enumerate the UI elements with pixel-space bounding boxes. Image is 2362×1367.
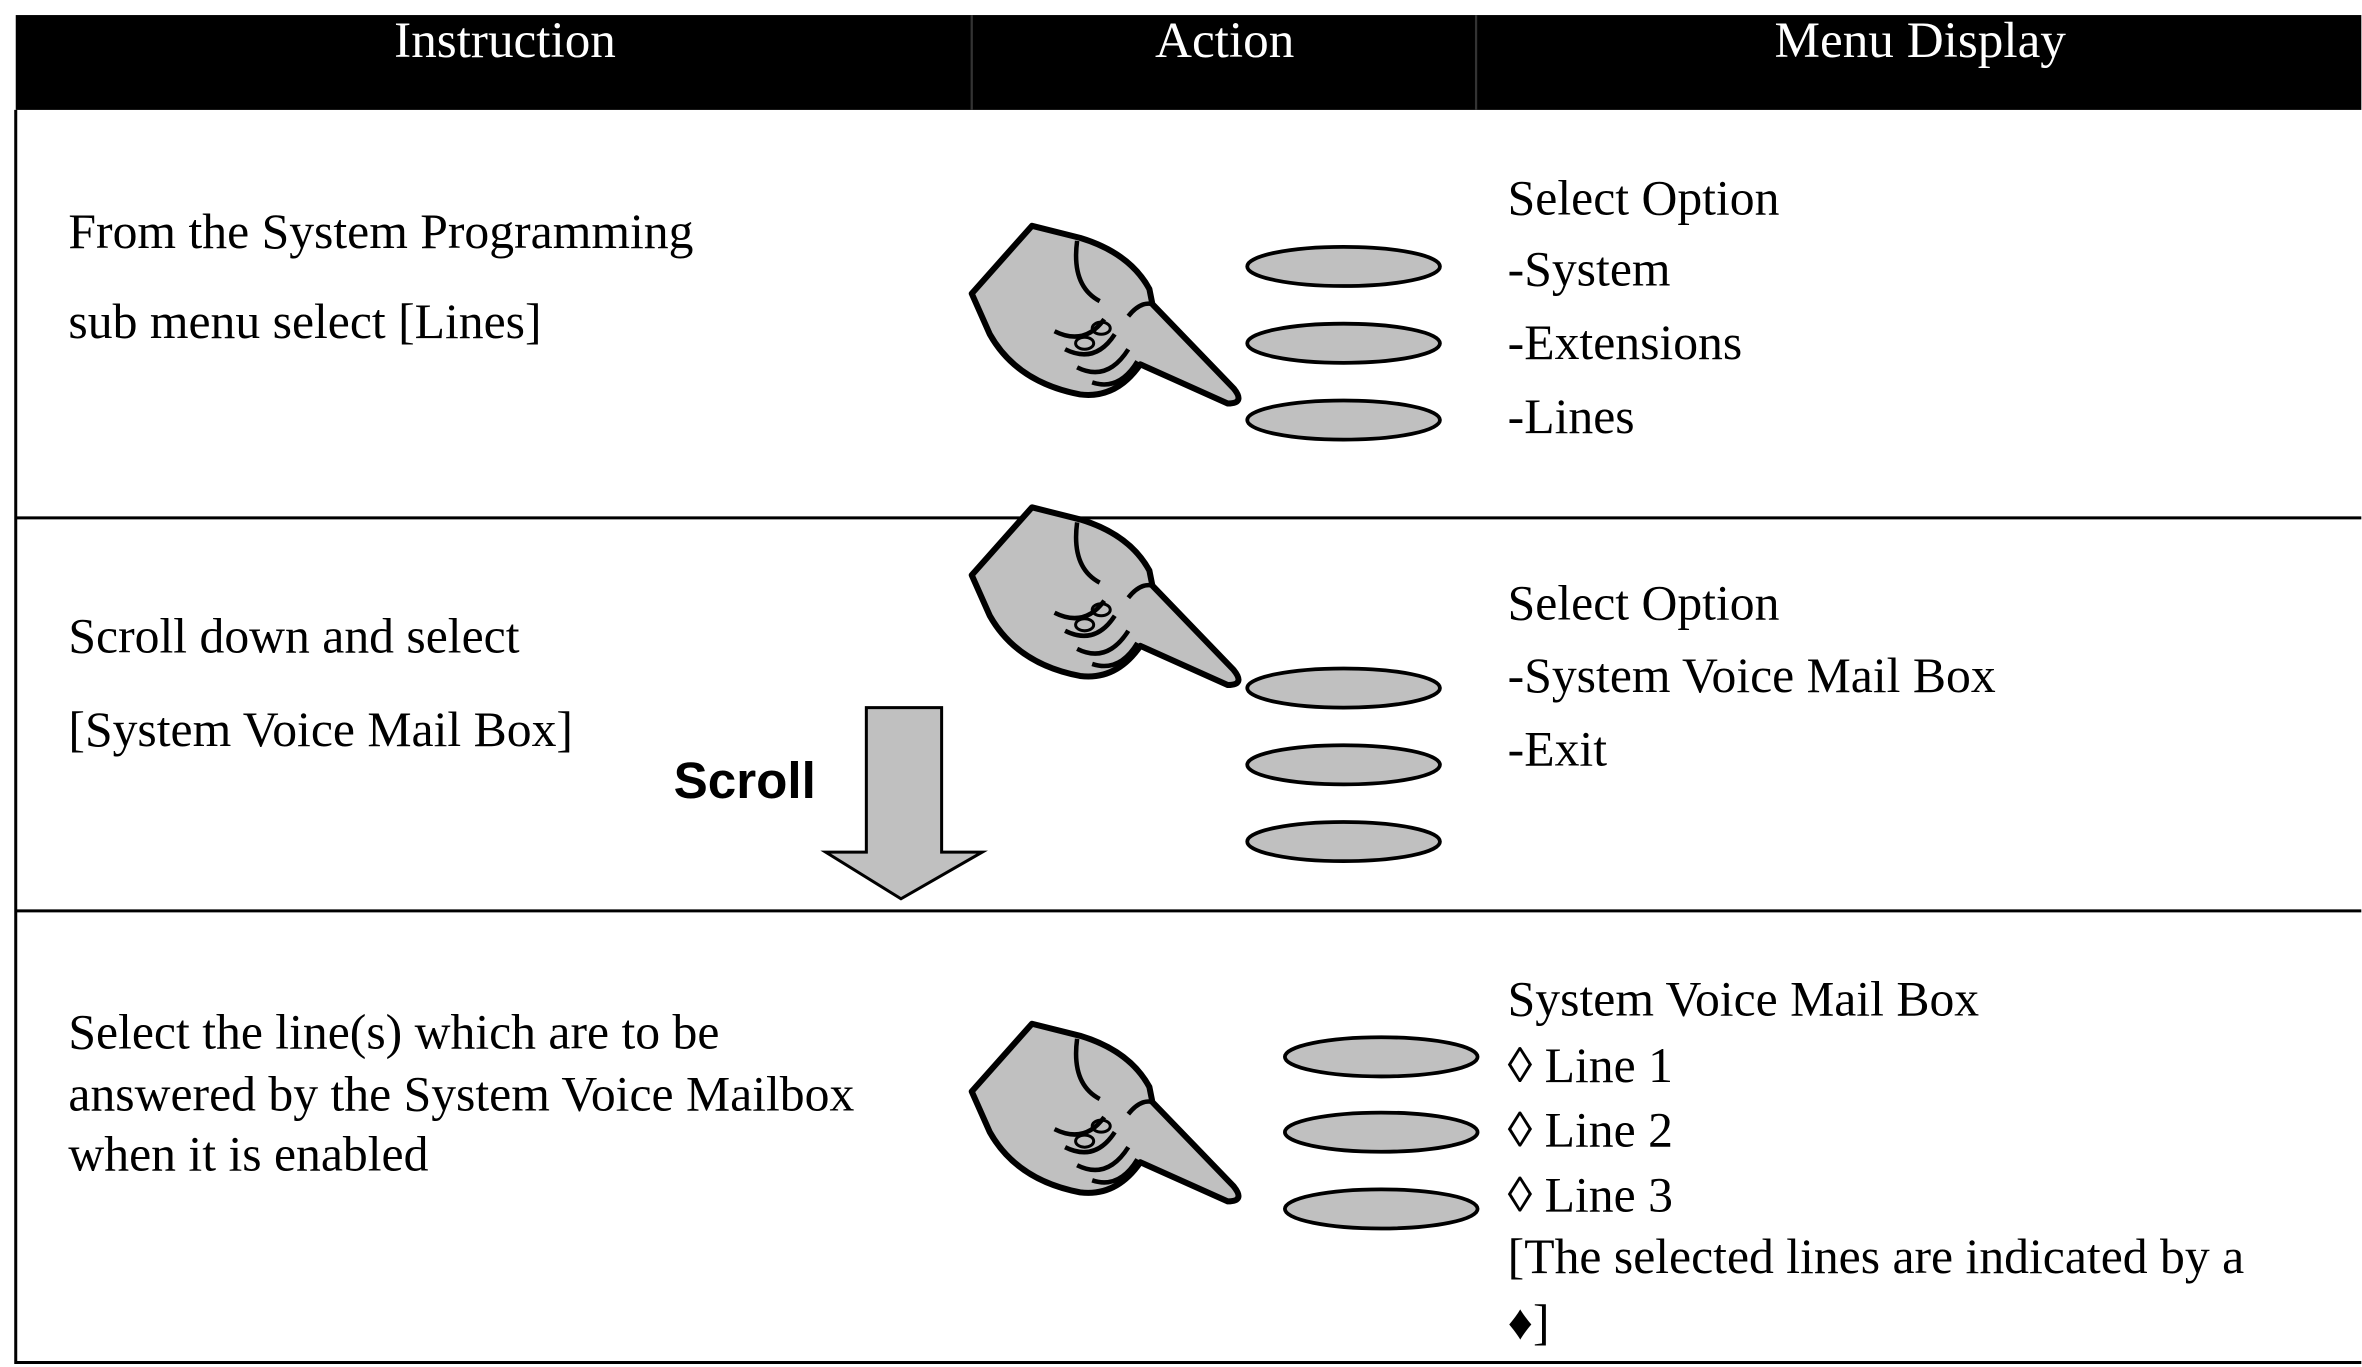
instruction-text: Select the line(s) which are to be — [68, 1005, 719, 1060]
instruction-text: Scroll down and select — [68, 609, 519, 664]
pointing-hand — [972, 1024, 1239, 1202]
menu-button — [1245, 245, 1442, 288]
column-header: Instruction — [394, 12, 616, 69]
menu-text: -System Voice Mail Box — [1508, 648, 1996, 703]
menu-text: -Exit — [1508, 722, 1608, 777]
instruction-text: answered by the System Voice Mailbox — [68, 1066, 854, 1121]
menu-text: -Lines — [1508, 389, 1635, 444]
menu-text: ♦] — [1508, 1295, 1550, 1350]
scroll-label: Scroll — [674, 752, 816, 809]
menu-text: Select Option — [1508, 576, 1780, 631]
instruction-text: when it is enabled — [68, 1127, 428, 1182]
menu-text: -Extensions — [1508, 315, 1743, 370]
header-bar — [15, 15, 2362, 110]
menu-button — [1245, 743, 1442, 787]
instruction-text: [System Voice Mail Box] — [68, 702, 573, 757]
column-header: Action — [1155, 12, 1294, 69]
menu-button — [1282, 1187, 1480, 1231]
menu-button — [1245, 820, 1442, 864]
instruction-text: sub menu select [Lines] — [68, 294, 541, 349]
menu-text: -System — [1508, 241, 1671, 296]
instruction-text: From the System Programming — [68, 204, 693, 259]
menu-button — [1245, 398, 1442, 442]
pointing-hand — [972, 507, 1239, 685]
menu-button — [1282, 1110, 1480, 1154]
menu-button — [1282, 1035, 1480, 1079]
menu-text: ◊ Line 1 — [1508, 1038, 1673, 1093]
column-header: Menu Display — [1775, 12, 2067, 69]
menu-button — [1245, 321, 1442, 365]
menu-text: [The selected lines are indicated by a — [1508, 1229, 2244, 1284]
menu-text: Select Option — [1508, 171, 1780, 226]
menu-text: System Voice Mail Box — [1508, 972, 1980, 1027]
menu-text: ◊ Line 2 — [1508, 1103, 1673, 1158]
menu-text: ◊ Line 3 — [1508, 1167, 1673, 1222]
pointing-hand — [972, 226, 1239, 404]
scroll-arrow — [820, 706, 988, 901]
menu-button — [1245, 666, 1442, 710]
